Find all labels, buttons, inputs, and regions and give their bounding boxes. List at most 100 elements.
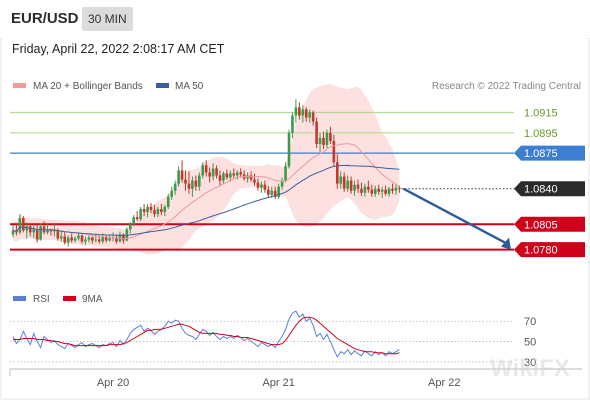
candle-body (225, 173, 229, 178)
candle-body (287, 132, 291, 167)
candle-body (208, 172, 211, 177)
candle-body (339, 176, 343, 184)
ma50-legend-label: MA 50 (175, 81, 204, 92)
candle-body (215, 168, 218, 176)
candle-body (11, 230, 15, 235)
pivot-level-value: 1.0875 (524, 148, 558, 160)
last-price-value: 1.0840 (524, 184, 558, 196)
candle-body (104, 236, 108, 241)
candle-body (129, 224, 132, 230)
candle-body (97, 239, 101, 242)
candle-body (367, 186, 370, 190)
candle-body (173, 183, 177, 191)
resistance-level-value: 1.0895 (524, 128, 558, 140)
rsi-tick-label: 50 (524, 337, 536, 349)
candles (11, 99, 401, 247)
candle-body (391, 188, 394, 191)
candle-body (280, 180, 284, 187)
rsi-legend-label: RSI (33, 294, 50, 305)
candle-body (284, 166, 287, 181)
candle-body (191, 180, 194, 189)
timeframe-button[interactable]: 30 MIN (82, 7, 133, 31)
candle-body (66, 237, 70, 243)
candle-body (332, 140, 336, 163)
ma50-line (12, 164, 400, 236)
support-level-value: 1.0805 (524, 219, 558, 231)
candle-body (70, 237, 73, 241)
candle-body (315, 121, 318, 144)
rsi-line (12, 310, 400, 358)
candle-body (249, 175, 253, 180)
price-pane: 1.0915 1.0895 1.0875 1.0805 1.0780 1.0840 (10, 84, 585, 258)
candle-body (235, 172, 239, 176)
price-legend: MA 20 + Bollinger Bands MA 50 Research ©… (13, 81, 581, 92)
candle-body (53, 230, 56, 232)
candle-body (101, 236, 104, 242)
ma20-legend-label: MA 20 + Bollinger Bands (33, 81, 143, 92)
credit-text: Research © 2022 Trading Central (432, 81, 581, 92)
support-level-tag (514, 216, 585, 232)
candle-body (398, 187, 401, 189)
candle-body (263, 184, 267, 190)
candle-body (180, 170, 184, 180)
candle-body (108, 238, 111, 241)
candle-body (387, 188, 391, 194)
candle-body (60, 236, 63, 239)
rsi-tick-label: 70 (524, 316, 536, 328)
candle-body (377, 188, 380, 192)
candle-body (291, 115, 294, 133)
candle-body (160, 209, 163, 213)
candle-body (394, 187, 398, 191)
candle-body (87, 237, 91, 240)
rsi-tick-label: 30 (524, 357, 536, 369)
symbol-title: EUR/USD (11, 10, 79, 27)
candle-body (35, 229, 39, 240)
candle-body (135, 217, 139, 220)
rsi-ma-line (13, 316, 400, 355)
candle-body (360, 188, 363, 193)
candle-body (342, 176, 346, 189)
datetime-label: Friday, April 22, 2022 2:08:17 AM CET (12, 42, 225, 56)
candle-body (94, 239, 98, 241)
candle-body (304, 109, 308, 118)
candle-body (298, 107, 301, 116)
candle-body (184, 179, 187, 184)
x-tick-label: Apr 21 (262, 377, 294, 389)
candle-body (301, 109, 305, 116)
candle-body (201, 165, 205, 176)
candle-body (325, 132, 329, 146)
candle-body (115, 237, 118, 242)
candle-body (39, 226, 42, 240)
ma20-legend-swatch (13, 83, 26, 88)
candle-body (194, 180, 198, 187)
candle-body (346, 180, 349, 189)
level-lines (10, 111, 514, 251)
candle-body (32, 229, 35, 233)
chart-canvas: Friday, April 22, 2022 2:08:17 AM CET MA… (9, 42, 585, 389)
candle-body (163, 206, 167, 213)
x-tick-label: Apr 22 (428, 377, 460, 389)
candle-body (229, 173, 232, 178)
candle-body (318, 137, 322, 144)
ma50-legend-swatch (156, 83, 169, 88)
candle-body (139, 209, 142, 220)
projection-arrow-shaft (402, 187, 508, 245)
candle-body (198, 175, 201, 187)
candle-body (308, 112, 311, 118)
candle-body (373, 188, 377, 194)
projection-arrow-head (501, 237, 511, 250)
candle-body (294, 107, 298, 116)
candle-body (270, 190, 274, 195)
candle-body (277, 186, 280, 197)
watermark-text: WikiFX (490, 355, 570, 382)
candle-body (149, 206, 153, 211)
rsi-ma-legend-label: 9MA (82, 294, 103, 305)
candle-body (322, 137, 325, 146)
candle-body (273, 190, 277, 197)
candle-body (384, 189, 387, 194)
candle-body (156, 209, 160, 215)
candle-body (329, 132, 332, 141)
candle-body (28, 226, 32, 233)
projection-arrow (402, 187, 511, 250)
candle-body (267, 189, 270, 195)
